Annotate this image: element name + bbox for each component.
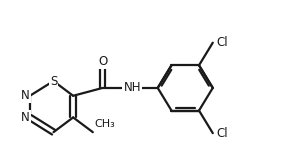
- Text: Cl: Cl: [217, 127, 228, 140]
- Text: O: O: [98, 55, 107, 68]
- Text: NH: NH: [124, 81, 141, 94]
- Text: N: N: [21, 89, 30, 102]
- Text: CH₃: CH₃: [95, 119, 116, 129]
- Text: Cl: Cl: [217, 36, 228, 49]
- Text: N: N: [21, 111, 30, 124]
- Text: S: S: [50, 75, 57, 87]
